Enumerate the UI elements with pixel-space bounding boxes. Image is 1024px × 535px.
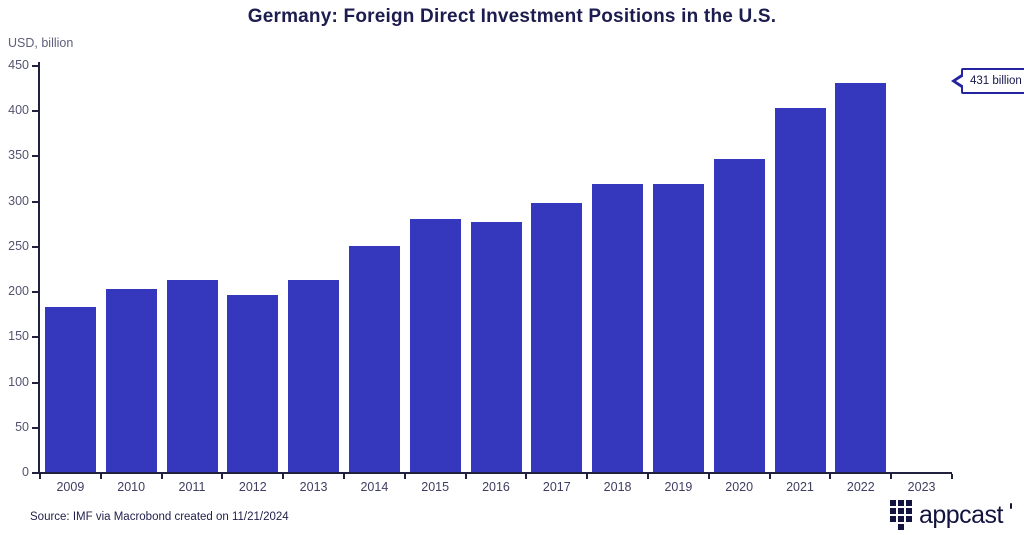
bar-2015 — [409, 218, 461, 472]
logo-grid-cell — [889, 500, 896, 506]
x-tick — [221, 474, 224, 479]
x-axis-year-label: 2011 — [178, 480, 206, 494]
x-tick — [707, 474, 710, 479]
bar-2019 — [652, 184, 704, 472]
y-tick — [32, 110, 38, 113]
y-tick — [32, 381, 38, 384]
y-tick-label: 450 — [8, 58, 29, 72]
bar-2011 — [166, 280, 218, 472]
bar-2009 — [44, 306, 96, 472]
x-axis-year-label: 2009 — [56, 480, 85, 494]
bar-2016 — [470, 222, 522, 472]
x-tick — [768, 474, 771, 479]
x-tick — [282, 474, 285, 479]
logo-grid-cell — [889, 508, 896, 514]
y-tick-label: 350 — [8, 148, 29, 163]
y-tick-label: 0 — [22, 465, 29, 479]
bar-2021 — [774, 107, 826, 472]
logo-grid-cell — [890, 524, 896, 530]
y-tick — [32, 200, 38, 203]
bar-2022 — [835, 83, 887, 472]
y-axis-line — [38, 62, 40, 474]
x-axis-year-label: 2023 — [907, 480, 936, 494]
y-tick-label: 300 — [8, 193, 29, 208]
x-axis-year-label: 2016 — [482, 480, 510, 494]
x-axis-year-label: 2022 — [846, 480, 875, 494]
trademark-tick-icon — [1010, 503, 1012, 509]
value-callout: 431 billion — [951, 68, 1024, 94]
appcast-logo-grid-icon — [889, 500, 912, 530]
bar-2018 — [592, 183, 644, 472]
x-axis-year-label: 2021 — [786, 480, 814, 494]
x-tick — [464, 474, 467, 479]
x-tick — [586, 474, 589, 479]
x-tick — [890, 474, 893, 479]
x-axis-year-label: 2020 — [725, 480, 754, 494]
logo-grid-cell — [906, 524, 912, 530]
bar-2020 — [713, 159, 765, 472]
y-tick — [32, 291, 38, 294]
y-tick — [32, 472, 38, 474]
y-tick — [32, 336, 38, 339]
x-tick — [525, 474, 528, 479]
logo-grid-cell — [897, 516, 904, 522]
x-axis-year-label: 2019 — [664, 480, 693, 494]
x-tick — [951, 474, 953, 479]
logo-grid-cell — [897, 500, 904, 506]
y-tick — [32, 65, 38, 67]
y-tick-label: 100 — [8, 374, 29, 389]
x-tick — [99, 474, 102, 479]
y-tick-label: 250 — [8, 238, 29, 253]
y-tick — [32, 426, 38, 429]
x-axis-year-label: 2018 — [603, 480, 632, 494]
logo-grid-cell — [905, 508, 912, 514]
x-tick — [647, 474, 649, 479]
y-tick — [32, 155, 38, 158]
x-axis-year-label: 2012 — [238, 480, 267, 494]
x-axis-year-label: 2015 — [421, 480, 450, 494]
bar-2012 — [227, 294, 279, 472]
logo-grid-cell — [889, 516, 896, 522]
logo-grid-cell — [905, 500, 912, 506]
x-axis-year-label: 2017 — [542, 480, 571, 494]
bar-2014 — [348, 245, 400, 472]
appcast-wordmark: appcast — [918, 501, 1004, 529]
y-tick-label: 200 — [8, 284, 29, 299]
logo-grid-cell — [897, 508, 904, 514]
source-note: Source: IMF via Macrobond created on 11/… — [30, 511, 289, 523]
bar-2010 — [105, 289, 157, 472]
x-axis-year-label: 2013 — [299, 480, 328, 494]
bar-2013 — [288, 280, 340, 472]
y-tick — [32, 245, 38, 248]
bar-2017 — [531, 203, 583, 472]
callout-label: 431 billion — [970, 75, 1022, 87]
x-tick — [39, 474, 41, 479]
chart-title: Germany: Foreign Direct Investment Posit… — [247, 6, 777, 27]
x-axis-year-label: 2014 — [360, 480, 389, 494]
y-tick-label: 400 — [8, 103, 29, 118]
x-tick — [403, 474, 406, 479]
appcast-logo: appcast — [889, 500, 1012, 530]
logo-grid-cell — [905, 516, 912, 522]
x-axis-year-label: 2010 — [117, 480, 146, 494]
x-tick — [829, 474, 832, 479]
y-axis-unit-label: USD, billion — [8, 36, 74, 50]
logo-grid-cell — [897, 524, 904, 530]
x-axis-line — [38, 472, 952, 474]
x-tick — [343, 474, 345, 479]
y-tick-label: 50 — [15, 419, 29, 434]
x-tick — [160, 474, 163, 479]
y-tick-label: 150 — [8, 329, 29, 344]
